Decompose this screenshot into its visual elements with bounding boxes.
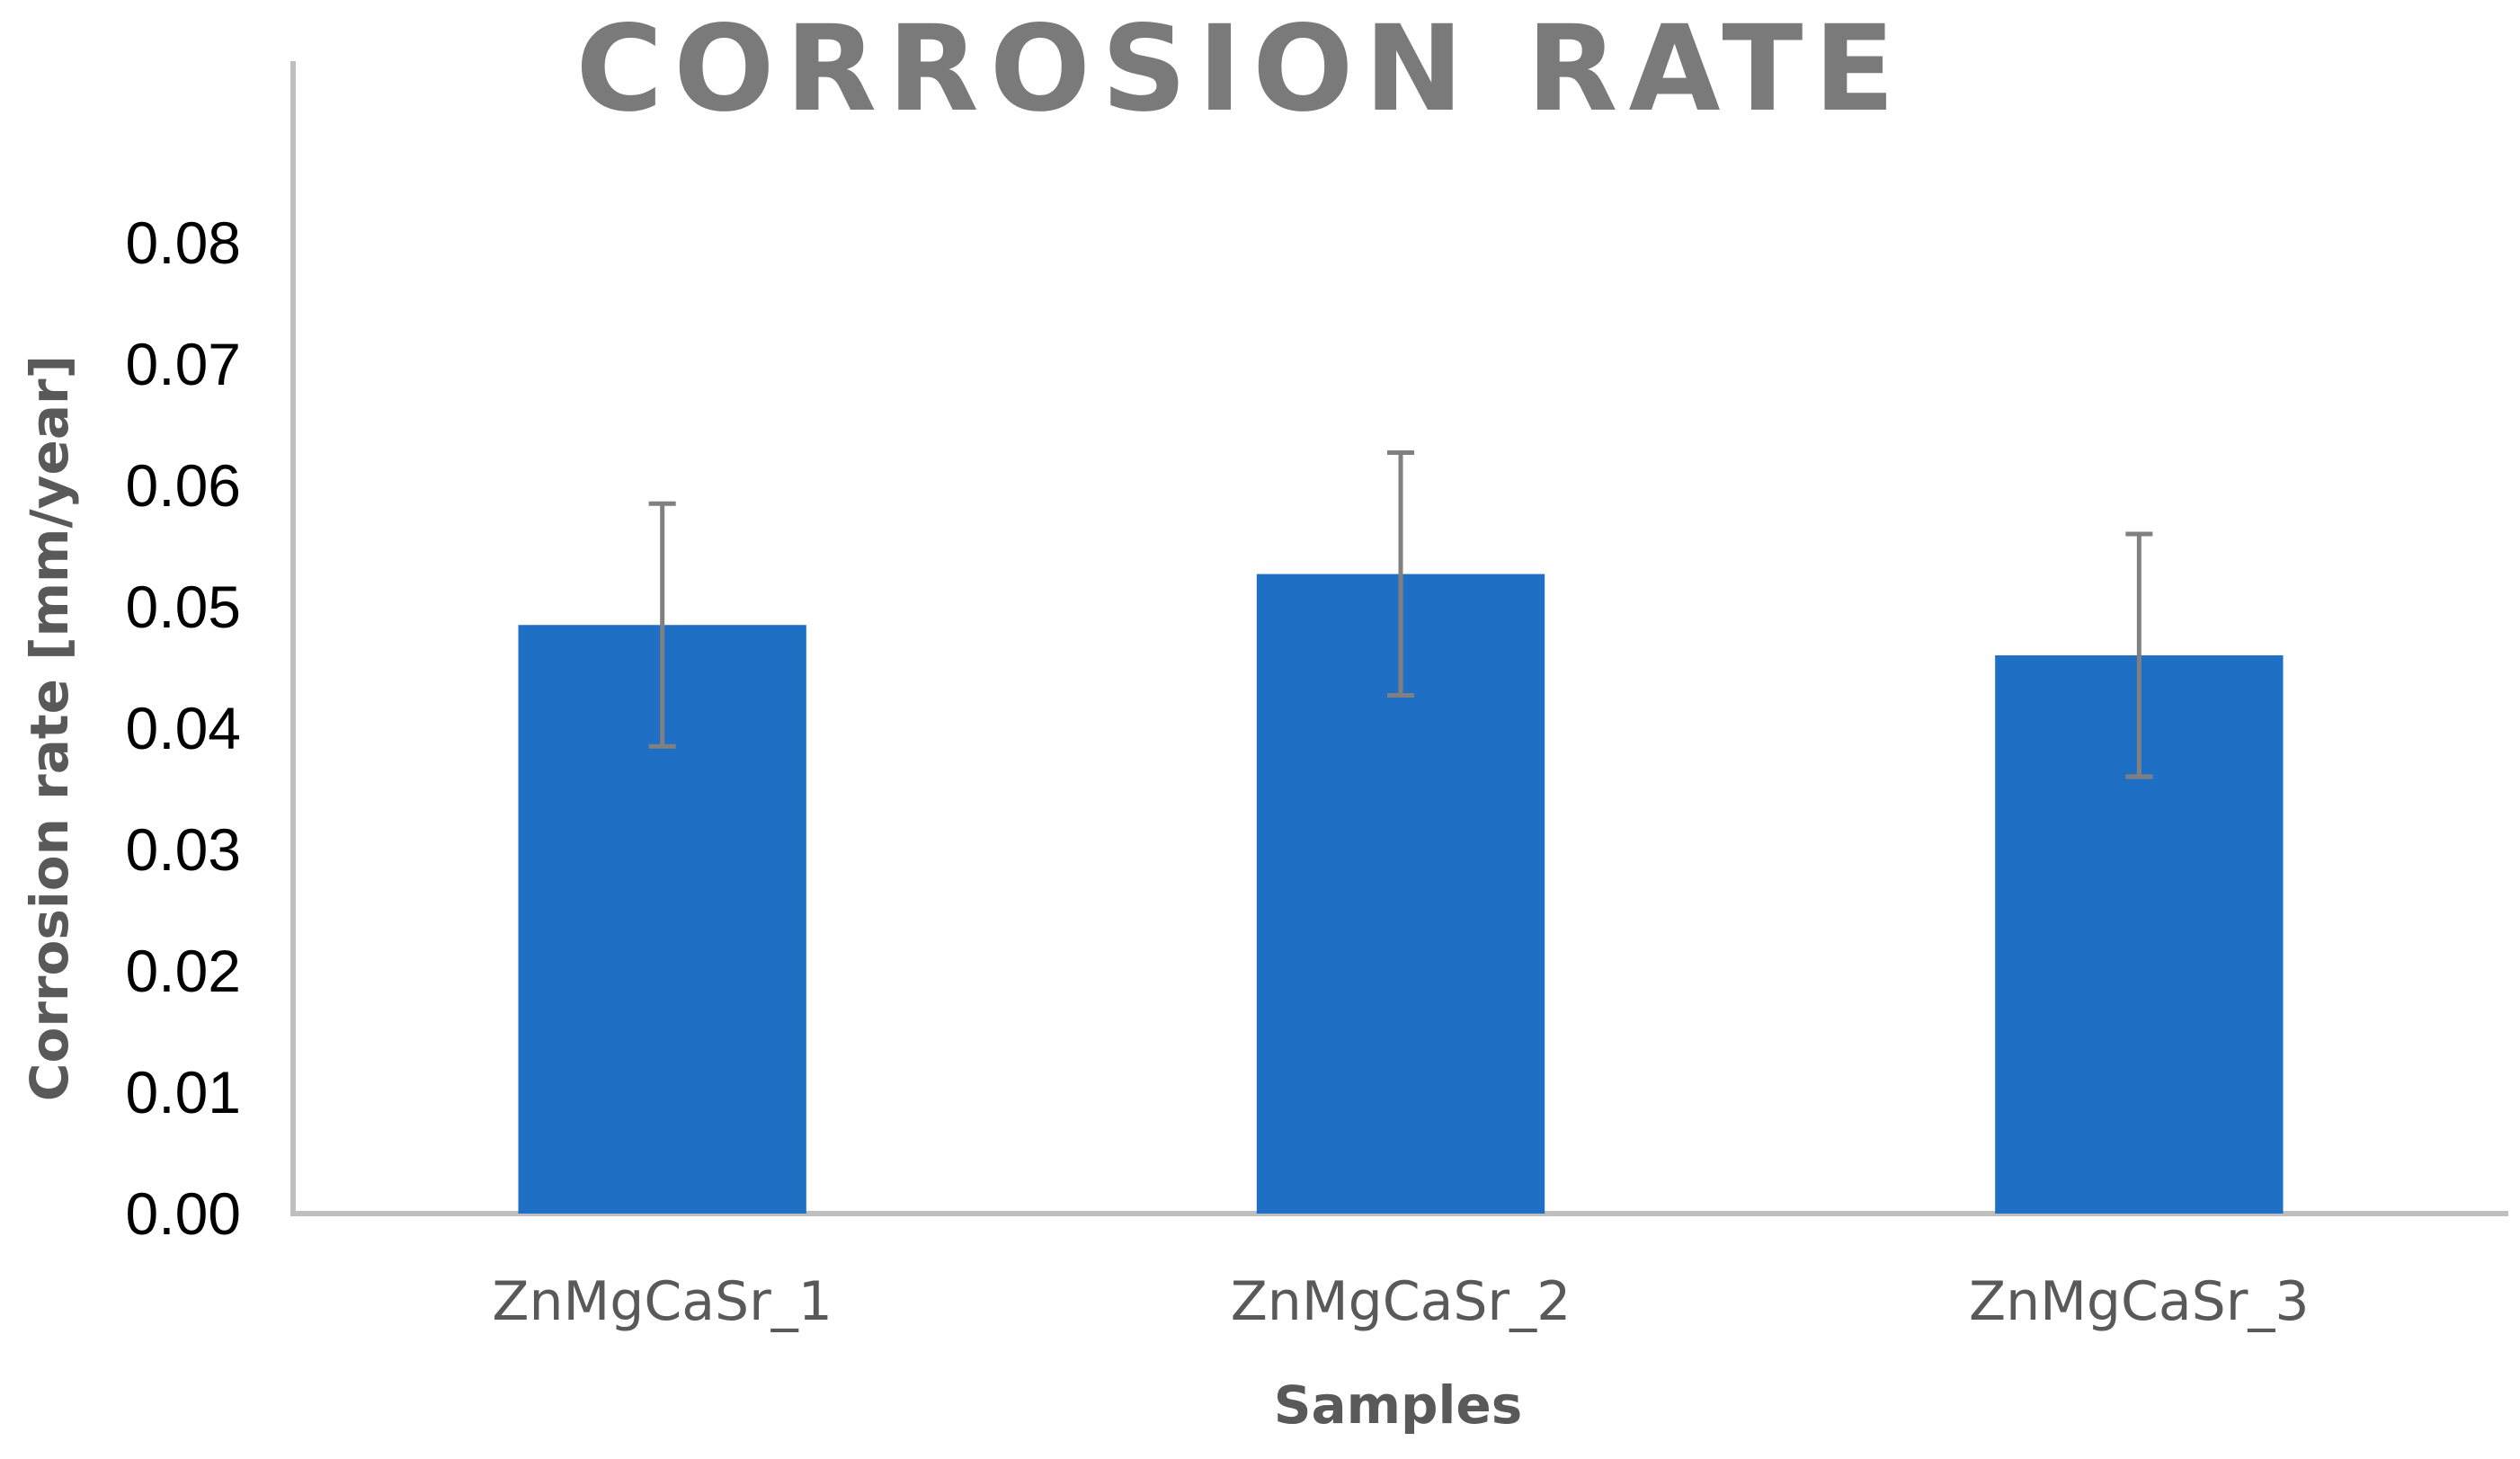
x-tick-label: ZnMgCaSr_1 — [492, 1270, 833, 1333]
x-tick-label: ZnMgCaSr_2 — [1231, 1270, 1572, 1333]
y-tick-label: 0.02 — [126, 938, 241, 1004]
y-tick-labels: 0.00 0.01 0.02 0.03 0.04 0.05 0.06 0.07 0.08 — [126, 209, 241, 1247]
x-axis-title: Samples — [1274, 1374, 1523, 1436]
x-tick-label: ZnMgCaSr_3 — [1969, 1270, 2310, 1333]
y-tick-label: 0.03 — [126, 816, 241, 883]
y-tick-label: 0.04 — [126, 695, 241, 761]
chart-title: CORROSION RATE — [575, 0, 1905, 138]
y-tick-label: 0.00 — [126, 1180, 241, 1247]
y-axis-title: Corrosion rate [mm/year] — [19, 355, 80, 1101]
error-bars — [648, 450, 2153, 779]
y-tick-label: 0.06 — [126, 452, 241, 519]
y-tick-label: 0.01 — [126, 1059, 241, 1125]
x-tick-labels: ZnMgCaSr_1 ZnMgCaSr_2 ZnMgCaSr_3 — [492, 1270, 2309, 1333]
y-tick-label: 0.08 — [126, 209, 241, 276]
y-tick-label: 0.05 — [126, 574, 241, 640]
y-tick-label: 0.07 — [126, 331, 241, 397]
